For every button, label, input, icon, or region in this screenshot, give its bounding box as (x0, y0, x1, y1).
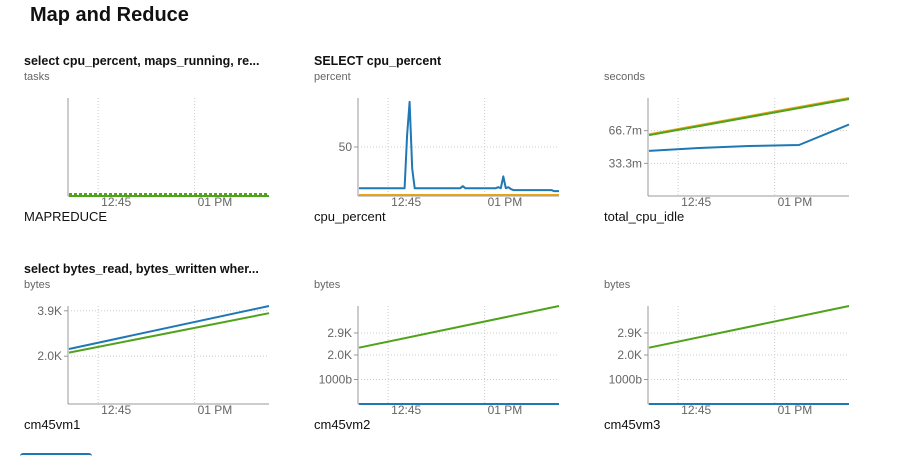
chart-unit: bytes (314, 279, 341, 291)
y-tick-label: 1000b (609, 373, 643, 387)
chart-panel-4[interactable]: select bytes_read, bytes_written wher...… (24, 262, 296, 452)
chart-legend[interactable]: cm45vm3 (604, 417, 661, 432)
chart-unit: seconds (604, 71, 645, 83)
chart-unit: percent (314, 71, 351, 83)
chart-plot[interactable]: 12:45 01 PM 2.9K 2.0K 1000b (604, 292, 864, 418)
x-tick-label: 12:45 (101, 403, 131, 417)
chart-panel-5[interactable]: bytes 12:45 01 PM 2.9K 2.0K 1000b cm45vm2 (314, 262, 586, 452)
y-tick-label: 33.3m (609, 156, 642, 170)
x-tick-label: 12:45 (681, 403, 711, 417)
y-tick-label: 1000b (319, 373, 353, 387)
x-tick-label: 01 PM (778, 195, 813, 209)
x-tick-label: 01 PM (778, 403, 813, 417)
chart-legend[interactable]: MAPREDUCE (24, 209, 108, 224)
chart-legend[interactable]: cpu_percent (314, 209, 386, 224)
x-tick-label: 01 PM (198, 403, 233, 417)
chart-legend[interactable]: cm45vm2 (314, 417, 371, 432)
chart-panel-6[interactable]: bytes 12:45 01 PM 2.9K 2.0K 1000b cm45vm3 (604, 262, 876, 452)
chart-panel-1[interactable]: select cpu_percent, maps_running, re... … (24, 54, 296, 244)
series-line-green (648, 98, 850, 137)
y-tick-label: 2.0K (327, 348, 352, 362)
y-tick-label: 50 (339, 140, 353, 154)
y-tick-label: 2.0K (37, 349, 62, 363)
chart-unit: tasks (24, 71, 50, 83)
y-tick-label: 66.7m (609, 124, 642, 138)
y-tick-label: 2.9K (327, 326, 352, 340)
chart-title: SELECT cpu_percent (314, 54, 442, 68)
page-title: Map and Reduce (30, 4, 189, 26)
chart-plot[interactable]: 12:45 01 PM 66.7m 33.3m (604, 84, 864, 210)
series-line-blue (359, 100, 559, 193)
chart-legend[interactable]: cm45vm1 (24, 417, 81, 432)
series-line-green (648, 305, 850, 349)
x-tick-label: 12:45 (101, 195, 131, 209)
x-tick-label: 01 PM (198, 195, 233, 209)
x-tick-label: 12:45 (391, 403, 421, 417)
chart-unit: bytes (24, 279, 51, 291)
chart-plot[interactable]: 12:45 01 PM 2.9K 2.0K 1000b (314, 292, 574, 418)
y-tick-label: 3.9K (37, 304, 62, 318)
chart-title: select cpu_percent, maps_running, re... (24, 54, 260, 68)
chart-panel-2[interactable]: SELECT cpu_percent percent 12:45 01 PM 50 … (314, 54, 586, 244)
chart-title: select bytes_read, bytes_written wher... (24, 262, 259, 276)
x-tick-label: 01 PM (488, 403, 523, 417)
chart-plot[interactable]: 12:45 01 PM (24, 84, 284, 210)
partial-button[interactable] (20, 453, 92, 459)
chart-plot[interactable]: 12:45 01 PM 50 (314, 84, 574, 210)
series-line-blue (648, 123, 850, 152)
chart-unit: bytes (604, 279, 631, 291)
x-tick-label: 12:45 (681, 195, 711, 209)
chart-legend[interactable]: total_cpu_idle (604, 209, 685, 224)
series-line-blue (68, 305, 270, 350)
chart-panel-3[interactable]: seconds 12:45 01 PM 66.7m 33.3m total_cpu_i… (604, 54, 876, 244)
series-line-green (68, 312, 270, 354)
series-line-green (358, 305, 560, 349)
x-tick-label: 12:45 (391, 195, 421, 209)
y-tick-label: 2.0K (617, 348, 642, 362)
y-tick-label: 2.9K (617, 326, 642, 340)
chart-plot[interactable]: 12:45 01 PM 3.9K 2.0K (24, 292, 284, 418)
x-tick-label: 01 PM (488, 195, 523, 209)
